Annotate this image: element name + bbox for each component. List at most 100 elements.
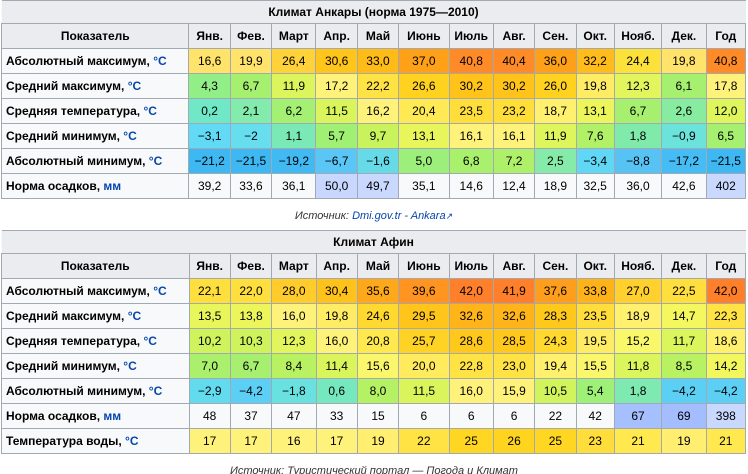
value-cell: 26 xyxy=(492,428,536,454)
row-unit[interactable]: °C xyxy=(127,79,142,93)
row-unit[interactable]: °C xyxy=(123,359,137,373)
row-label: Средний минимум, °C xyxy=(1,353,190,379)
value-cell: 23,5 xyxy=(575,303,615,329)
value-cell: 15,9 xyxy=(492,378,536,404)
row-label: Абсолютный максимум, °C xyxy=(1,278,190,304)
column-header-month: Авг. xyxy=(492,253,536,279)
value-cell: 12,3 xyxy=(613,73,663,99)
column-header-month: Год xyxy=(705,253,747,279)
ankara-source: Источник: Dmi.gov.tr - Ankara↗ xyxy=(0,210,748,222)
athens-climate-table: Климат Афин Показатель Янв. Фев. Март Апр. Ма… xyxy=(1,230,747,454)
value-cell: −2,9 xyxy=(188,378,231,404)
value-cell: 36,0 xyxy=(534,48,577,74)
value-cell: 6,7 xyxy=(229,73,273,99)
value-cell: 2,1 xyxy=(229,98,273,124)
value-cell: 22,0 xyxy=(229,278,273,304)
year-value-cell: 40,8 xyxy=(705,48,747,74)
row-unit[interactable]: °C xyxy=(153,284,167,298)
athens-source[interactable]: Источник: Туристический портал — Погода … xyxy=(230,465,518,474)
value-cell: 13,5 xyxy=(188,303,231,329)
value-cell: 19 xyxy=(661,428,707,454)
column-header-month: Авг. xyxy=(492,23,536,49)
value-cell: 33,6 xyxy=(229,173,273,199)
value-cell: 19,8 xyxy=(575,73,615,99)
row-label-text: Средний минимум, xyxy=(6,129,120,143)
column-header-month: Май xyxy=(356,253,400,279)
ankara-source-prefix: Источник: xyxy=(294,210,349,222)
value-cell: 18,7 xyxy=(534,98,577,124)
year-value-cell: 14,2 xyxy=(705,353,747,379)
value-cell: −6,7 xyxy=(315,148,358,174)
value-cell: 12,4 xyxy=(492,173,536,199)
value-cell: 32,5 xyxy=(575,173,615,199)
value-cell: 48 xyxy=(188,403,231,429)
column-header-month: Дек. xyxy=(661,23,707,49)
row-unit[interactable]: °C xyxy=(123,129,137,143)
value-cell: 8,5 xyxy=(661,353,707,379)
column-header-month: Сен. xyxy=(534,23,577,49)
value-cell: 42,0 xyxy=(448,278,494,304)
column-header-month: Нояб. xyxy=(613,23,663,49)
table-row: Абсолютный максимум, °C 16,6 19,9 26,4 30,6 3… xyxy=(0,48,747,74)
value-cell: 26,6 xyxy=(398,73,450,99)
year-value-cell: 21 xyxy=(705,428,747,454)
value-cell: 16,1 xyxy=(448,123,494,149)
value-cell: 14,7 xyxy=(661,303,707,329)
row-unit[interactable]: °C xyxy=(148,154,163,168)
value-cell: 25 xyxy=(534,428,577,454)
value-cell: 2,6 xyxy=(661,98,707,124)
table-row: Норма осадков, мм 39,2 33,6 36,1 50,0 49,7 35,… xyxy=(0,173,747,199)
column-header-month: Май xyxy=(356,23,400,49)
value-cell: 26,0 xyxy=(534,73,577,99)
value-cell: 49,7 xyxy=(356,173,400,199)
value-cell: 40,4 xyxy=(492,48,536,74)
value-cell: 10,3 xyxy=(229,328,273,354)
value-cell: 5,4 xyxy=(575,378,615,404)
value-cell: 7,2 xyxy=(492,148,536,174)
value-cell: 33,0 xyxy=(356,48,400,74)
row-label-text: Абсолютный минимум, xyxy=(6,384,146,398)
row-unit[interactable]: мм xyxy=(103,409,122,423)
row-label-text: Средняя температура, xyxy=(6,334,141,348)
row-label: Абсолютный минимум, °C xyxy=(0,148,190,174)
value-cell: 39,2 xyxy=(188,173,231,199)
column-header-month: Апр. xyxy=(315,253,358,279)
row-label: Норма осадков, мм xyxy=(0,173,190,199)
value-cell: 10,5 xyxy=(534,378,577,404)
row-unit[interactable]: °C xyxy=(125,434,139,448)
column-header-month: Фев. xyxy=(229,23,273,49)
value-cell: 6,7 xyxy=(229,353,273,379)
row-label-text: Средний максимум, xyxy=(6,79,125,93)
value-cell: 30,4 xyxy=(315,278,358,304)
row-unit[interactable]: °C xyxy=(148,384,163,398)
table-row: Средний максимум, °C 13,5 13,8 16,0 19,8 24,6… xyxy=(1,303,747,329)
row-unit[interactable]: °C xyxy=(153,54,167,68)
row-unit[interactable]: °C xyxy=(127,309,142,323)
row-label-text: Температура воды, xyxy=(6,434,122,448)
column-header-month: Фев. xyxy=(229,253,273,279)
row-label: Температура воды, °C xyxy=(1,428,190,454)
column-header-month: Год xyxy=(705,23,747,49)
ankara-source-link[interactable]: Dmi.gov.tr - Ankara xyxy=(352,210,446,222)
value-cell: 36,1 xyxy=(271,173,317,199)
value-cell: 42,6 xyxy=(661,173,707,199)
row-unit[interactable]: °C xyxy=(143,334,157,348)
column-header-month: Янв. xyxy=(188,253,231,279)
value-cell: 26,4 xyxy=(271,48,317,74)
row-unit[interactable]: мм xyxy=(103,179,122,193)
value-cell: 11,9 xyxy=(534,123,577,149)
value-cell: −3,1 xyxy=(188,123,231,149)
athens-table-title: Климат Афин xyxy=(1,230,746,254)
row-label: Средний максимум, °C xyxy=(1,303,190,329)
value-cell: 16 xyxy=(271,428,317,454)
column-header-indicator: Показатель xyxy=(1,253,190,279)
value-cell: −0,9 xyxy=(661,123,707,149)
row-unit[interactable]: °C xyxy=(143,104,157,118)
value-cell: 22,2 xyxy=(356,73,400,99)
row-label-text: Средняя температура, xyxy=(6,104,141,118)
value-cell: 22 xyxy=(534,403,577,429)
value-cell: 5,0 xyxy=(398,148,450,174)
value-cell: −4,2 xyxy=(661,378,707,404)
row-label-text: Абсолютный максимум, xyxy=(6,54,150,68)
